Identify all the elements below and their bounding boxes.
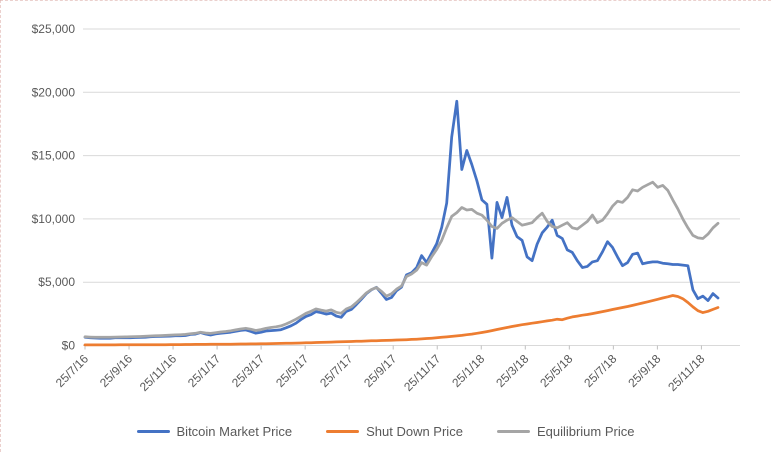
x-tick-label: 25/1/18: [449, 351, 487, 389]
page-break-line-top: [0, 0, 771, 1]
legend-item-bitcoin-market-price: Bitcoin Market Price: [136, 424, 293, 439]
y-axis-labels: $0 $5,000 $10,000 $15,000 $20,000 $25,000: [32, 22, 76, 353]
legend-label-equilibrium-price: Equilibrium Price: [536, 424, 635, 439]
x-tick-label: 25/11/18: [665, 351, 708, 394]
x-tick-label: 25/7/17: [317, 351, 355, 389]
y-tick-label: $20,000: [32, 85, 76, 99]
y-tick-label: $10,000: [32, 212, 76, 226]
legend-label-bitcoin-market-price: Bitcoin Market Price: [176, 424, 293, 439]
equilibrium-price-line: [83, 180, 720, 339]
legend-label-shut-down-price: Shut Down Price: [366, 424, 463, 439]
y-tick-label: $5,000: [38, 275, 75, 289]
x-tick-label: 25/1/17: [185, 351, 223, 389]
x-tick-label: 25/9/16: [97, 351, 135, 389]
y-tick-label: $0: [62, 339, 76, 353]
x-tick-label: 25/9/18: [625, 351, 663, 389]
x-axis: 25/7/16 25/9/16 25/11/16 25/1/17 25/3/17 25/5…: [53, 345, 708, 394]
x-tick-label: 25/3/18: [493, 351, 531, 389]
x-tick-label: 25/11/17: [401, 351, 444, 394]
page-break-line-left: [0, 0, 1, 452]
x-tick-label: 25/5/17: [273, 351, 311, 389]
x-tick-label: 25/7/18: [581, 351, 619, 389]
x-tick-label: 25/11/16: [137, 351, 180, 394]
y-tick-label: $25,000: [32, 22, 76, 36]
x-tick-label: 25/3/17: [229, 351, 267, 389]
shut-down-price-line-swatch: [326, 430, 360, 433]
equilibrium-price-line-swatch: [496, 430, 530, 433]
y-tick-label: $15,000: [32, 149, 76, 163]
chart-legend: Bitcoin Market Price Shut Down Price Equ…: [0, 424, 771, 439]
bitcoin-market-price-line: [83, 99, 720, 340]
shut-down-price-line: [83, 294, 720, 347]
x-tick-label: 25/5/18: [537, 351, 575, 389]
x-tick-label: 25/7/16: [53, 351, 91, 389]
gridlines: [83, 28, 740, 346]
bitcoin-market-price-line-swatch: [136, 430, 170, 433]
legend-item-equilibrium-price: Equilibrium Price: [496, 424, 635, 439]
legend-item-shut-down-price: Shut Down Price: [326, 424, 463, 439]
x-tick-label: 25/9/17: [361, 351, 399, 389]
